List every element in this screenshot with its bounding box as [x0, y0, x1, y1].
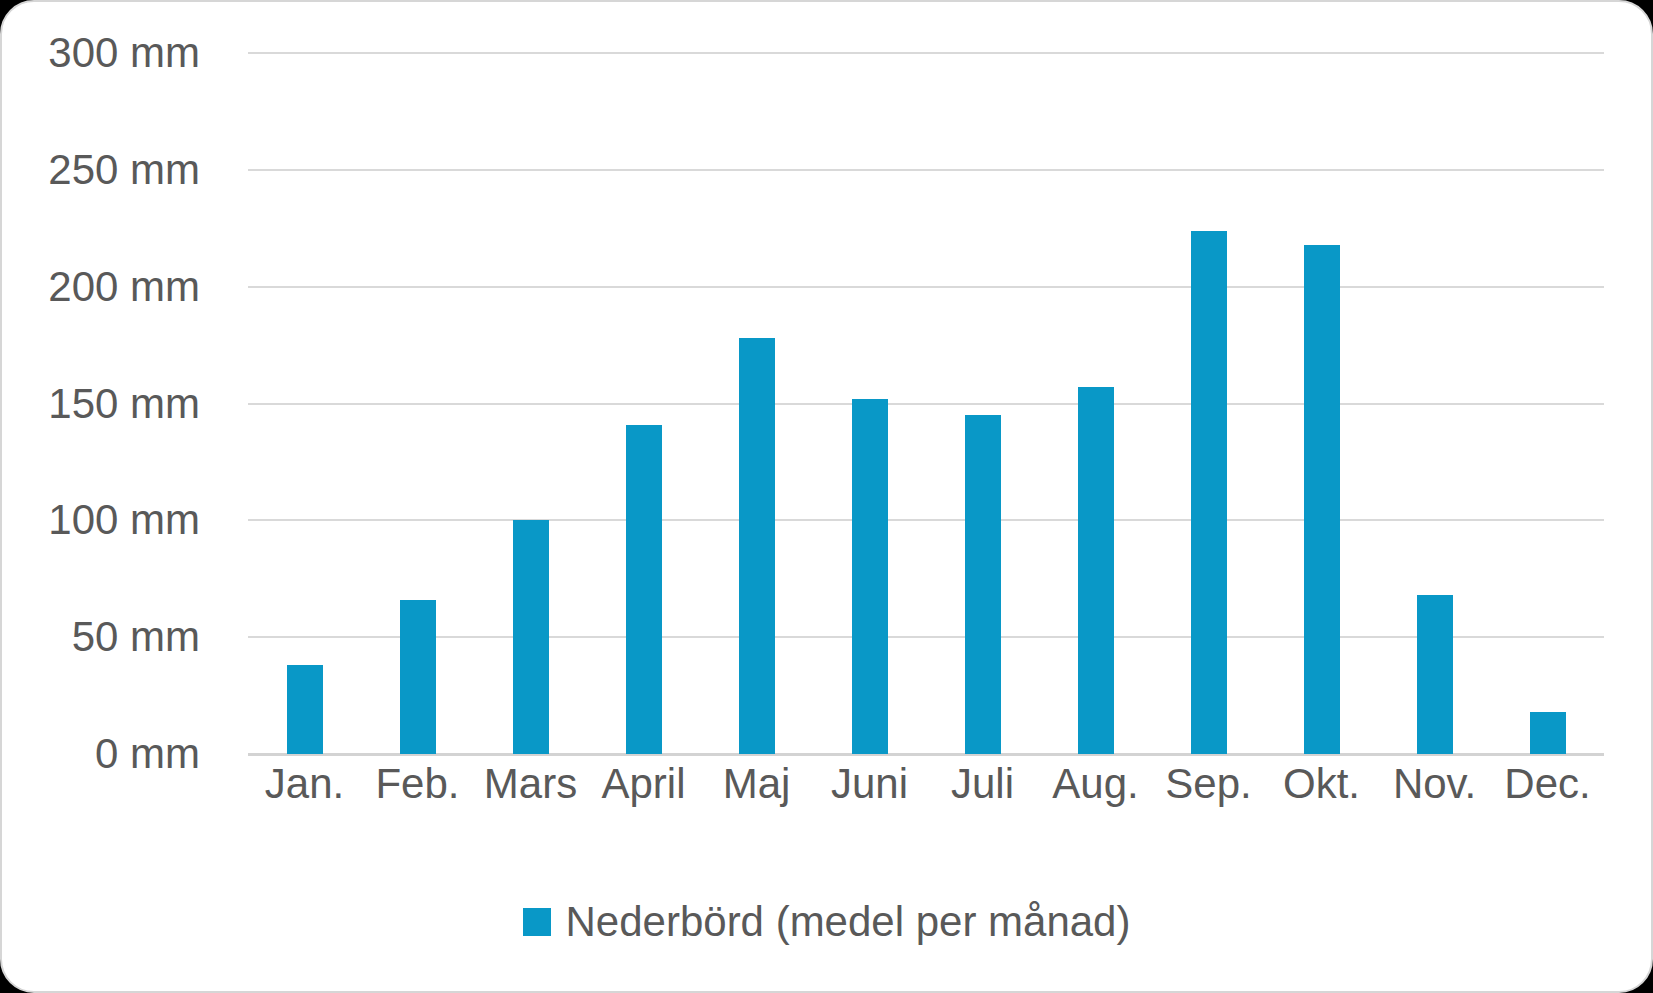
- bar-jan[interactable]: [287, 665, 323, 754]
- bar-aug[interactable]: [1078, 387, 1114, 754]
- bar-feb[interactable]: [400, 600, 436, 754]
- bar-juli[interactable]: [965, 415, 1001, 754]
- gridline: [248, 169, 1604, 171]
- bar-okt[interactable]: [1304, 245, 1340, 754]
- y-axis-tick-label: 50 mm: [2, 611, 200, 663]
- gridline: [248, 636, 1604, 638]
- x-axis-line: [248, 753, 1604, 756]
- bar-nov[interactable]: [1417, 595, 1453, 754]
- gridline: [248, 519, 1604, 521]
- bar-april[interactable]: [626, 425, 662, 754]
- y-axis-tick-label: 150 mm: [2, 378, 200, 430]
- bar-mars[interactable]: [513, 520, 549, 754]
- x-axis-tick-label: Dec.: [1481, 759, 1614, 809]
- bar-dec[interactable]: [1530, 712, 1566, 754]
- y-axis-tick-label: 300 mm: [2, 27, 200, 79]
- gridline: [248, 403, 1604, 405]
- bar-sep[interactable]: [1191, 231, 1227, 754]
- bar-maj[interactable]: [739, 338, 775, 754]
- y-axis-tick-label: 100 mm: [2, 494, 200, 546]
- precipitation-bar-chart: 0 mm50 mm100 mm150 mm200 mm250 mm300 mmJ…: [0, 0, 1653, 993]
- gridline: [248, 286, 1604, 288]
- y-axis-tick-label: 200 mm: [2, 261, 200, 313]
- y-axis-tick-label: 250 mm: [2, 144, 200, 196]
- chart-legend[interactable]: Nederbörd (medel per månad): [2, 898, 1651, 946]
- legend-color-swatch: [523, 908, 551, 936]
- legend-series-label: Nederbörd (medel per månad): [566, 898, 1131, 946]
- plot-area: 0 mm50 mm100 mm150 mm200 mm250 mm300 mmJ…: [2, 2, 1651, 991]
- y-axis-tick-label: 0 mm: [2, 728, 200, 780]
- gridline: [248, 52, 1604, 54]
- bar-juni[interactable]: [852, 399, 888, 754]
